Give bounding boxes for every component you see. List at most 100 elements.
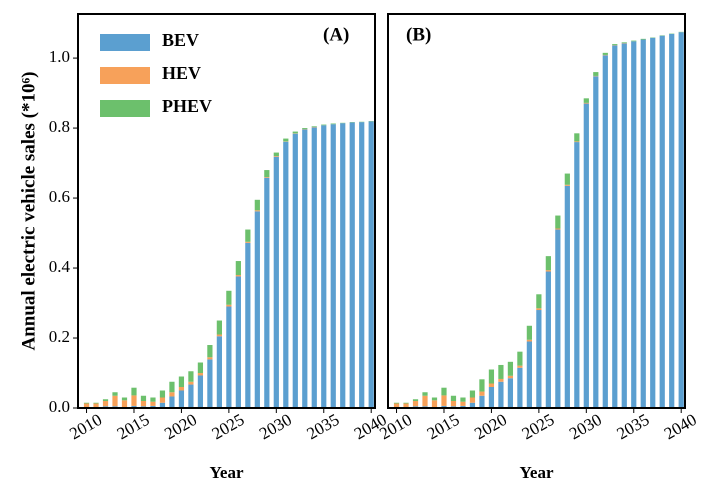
bar-segment	[245, 242, 251, 408]
bar-segment	[498, 378, 504, 382]
bar-segment	[112, 395, 118, 407]
bar-segment	[159, 397, 166, 403]
bar-segment	[621, 42, 627, 44]
bar-segment	[422, 395, 428, 407]
bar-segment	[311, 126, 317, 128]
bar-segment	[564, 185, 570, 408]
bar-segment	[479, 379, 485, 392]
bar-segment	[403, 402, 409, 404]
bar-segment	[583, 102, 589, 104]
bar-segment	[431, 397, 438, 401]
bar-segment	[169, 392, 175, 397]
bar-segment	[602, 55, 608, 408]
bar-segment	[460, 397, 466, 402]
bar-segment	[479, 391, 485, 396]
y-axis-label: Annual electric vehicle sales (*10⁶)	[18, 71, 39, 350]
bar-segment	[393, 403, 400, 408]
y-tick-label: 0.0	[49, 397, 70, 416]
bar-segment	[507, 375, 514, 379]
legend-label: HEV	[162, 63, 201, 83]
bar-segment	[197, 375, 204, 408]
bar-segment	[207, 357, 213, 360]
x-tick-label: 2025	[209, 410, 248, 443]
bar-segment	[330, 124, 336, 409]
bar-segment	[273, 152, 279, 157]
bar-segment	[131, 395, 137, 406]
bar-segment	[264, 177, 270, 178]
bar-segment	[441, 405, 447, 408]
bar-segment	[526, 341, 532, 408]
bar-segment	[235, 275, 241, 277]
bar-segment	[602, 52, 608, 55]
bar-segment	[507, 361, 514, 376]
bar-segment	[330, 123, 336, 125]
bar-segment	[93, 402, 99, 404]
bar-segment	[349, 122, 355, 408]
bar-segment	[112, 392, 118, 396]
bar-segment	[460, 401, 466, 406]
bar-segment	[235, 261, 241, 276]
bar-segment	[169, 381, 175, 393]
bar-segment	[140, 401, 147, 407]
bar-segment	[159, 390, 166, 398]
bar-segment	[178, 376, 185, 388]
bar-segment	[517, 351, 523, 366]
x-tick-label: 2010	[66, 410, 105, 443]
legend-label: BEV	[162, 30, 199, 50]
y-tick-label: 0.4	[49, 257, 71, 276]
bar-segment	[479, 395, 485, 408]
bar-segment	[640, 38, 646, 40]
x-tick-label: 2020	[471, 410, 510, 443]
bar-segment	[507, 378, 514, 408]
bar-segment	[469, 402, 476, 408]
panel-label: (A)	[323, 24, 349, 45]
bar-segment	[526, 325, 532, 340]
bar-segment	[321, 124, 327, 126]
bar-segment	[441, 387, 447, 396]
bar-segment	[273, 156, 279, 408]
plot-frame	[387, 13, 686, 409]
bar-segment	[450, 401, 457, 407]
bar-segment	[488, 383, 495, 388]
legend-swatch	[100, 100, 150, 117]
bar-segment	[612, 44, 618, 46]
bar-segment	[574, 133, 580, 142]
y-tick-label: 1.0	[49, 47, 70, 66]
bar-segment	[131, 405, 137, 408]
bar-segment	[441, 395, 447, 406]
legend-swatch	[100, 67, 150, 84]
bar-segment	[226, 304, 232, 307]
bar-segment	[188, 384, 194, 408]
bar-segment	[216, 336, 222, 408]
bar-segment	[393, 402, 400, 404]
bar-segment	[264, 170, 270, 178]
bar-segment	[207, 345, 213, 358]
bar-segment	[273, 156, 279, 157]
bar-segment	[640, 39, 646, 408]
bar-segment	[526, 339, 532, 342]
bar-segment	[254, 199, 260, 211]
x-tick-label: 2040	[661, 410, 700, 443]
bar-segment	[131, 387, 137, 396]
bar-segment	[574, 141, 580, 143]
bar-segment	[245, 229, 251, 242]
bar-segment	[121, 400, 128, 408]
x-tick-label: 2025	[519, 410, 558, 443]
bar-segment	[302, 128, 308, 130]
bar-segment	[621, 43, 627, 408]
x-axis-label: Year	[210, 463, 244, 482]
bar-segment	[669, 33, 675, 408]
bar-segment	[216, 320, 222, 335]
bar-segment	[412, 399, 419, 402]
bar-segment	[450, 395, 457, 402]
bar-segment	[283, 138, 289, 142]
x-tick-label: 2035	[303, 410, 342, 443]
x-tick-label: 2030	[566, 410, 605, 443]
bar-segment	[254, 210, 260, 212]
bar-segment	[678, 32, 684, 409]
bar-segment	[555, 215, 561, 229]
bar-segment	[292, 133, 298, 409]
bar-segment	[311, 127, 317, 409]
bar-segment	[188, 381, 194, 385]
